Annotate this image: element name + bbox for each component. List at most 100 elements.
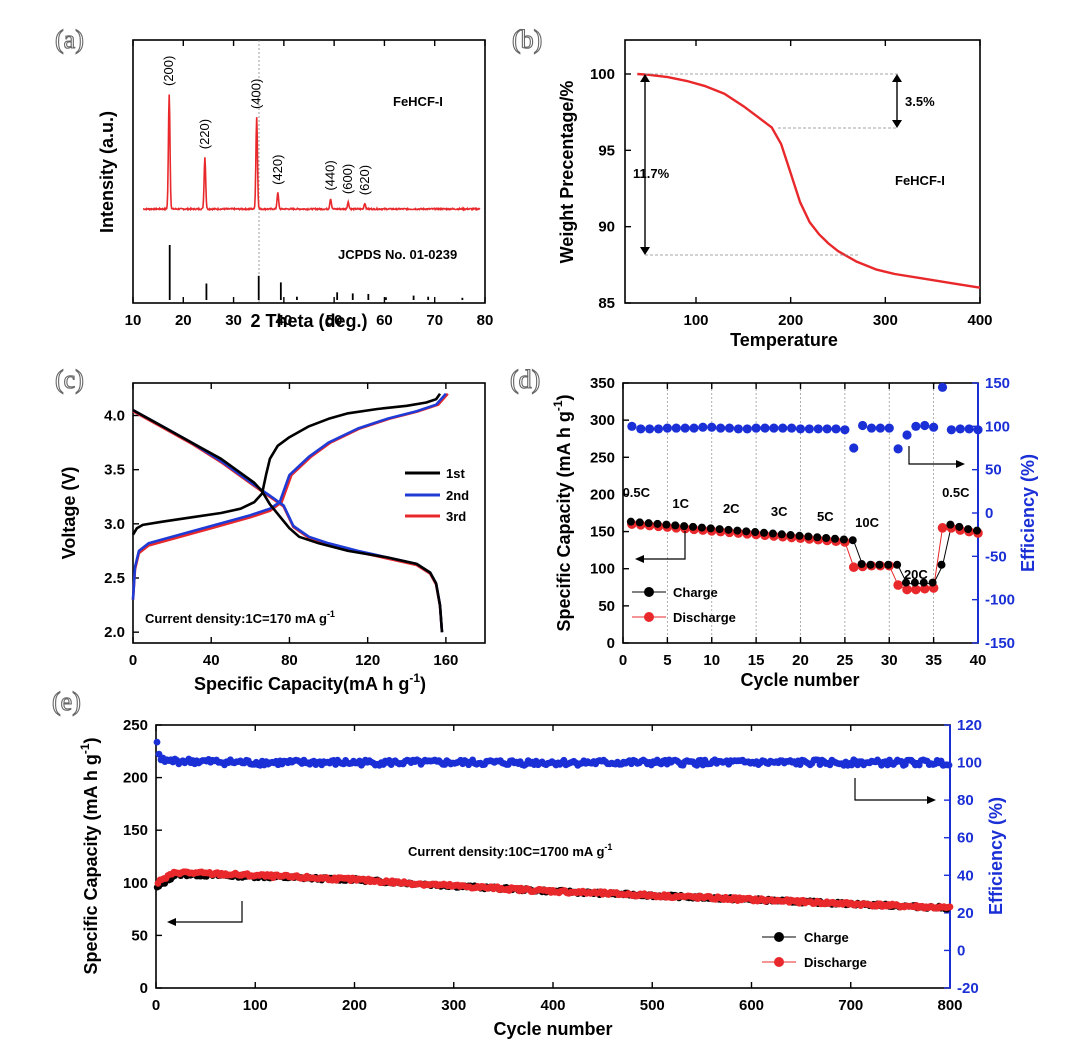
panel-d-xtick-label-30: 30 xyxy=(881,652,898,669)
charge-point-23 xyxy=(822,534,831,542)
panel-e-legend: Charge Discharge xyxy=(762,930,867,970)
panel-e-long-cycling: 0 100 200 300 400 500 600 700 800050100150200250… xyxy=(78,717,1006,1039)
panel-c-frame xyxy=(132,382,486,644)
rate-label-4: 5C xyxy=(817,509,834,524)
panel-d-ytick-label-150: 150 xyxy=(590,524,615,541)
charge-point-18 xyxy=(777,530,786,539)
efficiency-point-39 xyxy=(964,424,974,434)
panel-d-ytick-label-300: 300 xyxy=(590,412,615,429)
panel-e-x-label: Cycle number xyxy=(493,1019,612,1039)
voltage-curve-1st-discharge xyxy=(132,408,444,633)
panel-a-xtick-label-40: 40 xyxy=(276,312,293,329)
peak-label-620: (620) xyxy=(357,165,372,195)
panel-d-y-label-text: Specific Capacity (mA h g xyxy=(554,411,574,631)
peak-label-400: (400) xyxy=(249,79,264,109)
discharge-point-31 xyxy=(893,580,903,590)
panel-c-annotation-sup: -1 xyxy=(327,609,335,619)
panel-d-ytick-label-250: 250 xyxy=(590,449,615,466)
efficiency-point-20 xyxy=(795,424,806,434)
panel-b-ytick-label-85: 85 xyxy=(598,295,615,312)
panel-d-ytick-label-200: 200 xyxy=(590,486,615,503)
discharge-point-26 xyxy=(848,562,859,573)
panel-b-annotation-3-5: 3.5% xyxy=(905,94,935,109)
panel-c-ytick-label-2.5: 2.5 xyxy=(104,570,125,587)
panel-e-ytick-label-150: 150 xyxy=(123,822,148,839)
efficiency-point-36 xyxy=(937,382,948,392)
panel-e-y-label-end: ) xyxy=(81,737,101,743)
efficiency-point-29 xyxy=(875,423,885,433)
charge-point-9 xyxy=(697,523,706,532)
legend-2nd-label: 2nd xyxy=(446,488,469,503)
efficiency-point-17 xyxy=(769,423,779,433)
panel-e-xtick-label-400: 400 xyxy=(540,997,565,1014)
legend-charge-marker xyxy=(774,932,784,942)
charge-point-38 xyxy=(955,522,964,531)
panel-e-xtick-label-0: 0 xyxy=(152,997,160,1014)
panel-d-ytick-label-50: 50 xyxy=(598,598,615,615)
charge-point-22 xyxy=(813,533,822,542)
panel-c-x-label: Specific Capacity(mA h g-1) xyxy=(194,671,426,694)
charge-point-1 xyxy=(626,517,635,526)
efficiency-point-21 xyxy=(804,424,814,434)
charge-point-29 xyxy=(875,560,884,569)
panel-d-right-ytick-label-0: 0 xyxy=(985,505,993,522)
panel-c-ytick-label-3.5: 3.5 xyxy=(104,462,125,479)
legend-discharge-label: Discharge xyxy=(804,955,867,970)
charge-point-21 xyxy=(804,532,813,541)
panel-label-a: (a) xyxy=(55,25,84,54)
panel-e-ytick-label-200: 200 xyxy=(123,770,148,787)
panel-c-xtick-label-120: 120 xyxy=(355,652,380,669)
rate-label-6: 20C xyxy=(904,567,928,582)
efficiency-point-12 xyxy=(724,423,735,433)
discharge-point-33 xyxy=(911,584,921,595)
rate-label-7: 0.5C xyxy=(942,485,970,500)
panel-d-y-label: Specific Capacity (mA h g-1) xyxy=(551,394,574,631)
voltage-curve-3rd-discharge xyxy=(132,410,444,633)
efficiency-point-13 xyxy=(733,424,743,434)
panel-d-y2-label: Efficiency (%) xyxy=(1018,454,1038,572)
panel-c-x-label-end: ) xyxy=(420,674,426,694)
panel-c-y-label: Voltage (V) xyxy=(59,467,79,560)
panel-c-xtick-label-0: 0 xyxy=(129,652,137,669)
panel-e-y2-label: Efficiency (%) xyxy=(986,797,1006,915)
charge-point-4 xyxy=(653,519,662,528)
charge-point-8 xyxy=(689,522,697,531)
legend-discharge-label: Discharge xyxy=(673,610,736,625)
panel-b-frame xyxy=(624,39,981,304)
xrd-pattern-line xyxy=(142,94,481,212)
charge-point-3 xyxy=(644,519,653,528)
efficiency-point-9 xyxy=(698,422,708,432)
panel-d-xtick-label-35: 35 xyxy=(925,652,942,669)
charge-point-26 xyxy=(848,536,857,545)
panel-e-right-ytick-label-0: 0 xyxy=(957,942,965,959)
panel-a-x-label: 2 Theta (deg.) xyxy=(250,311,367,331)
panel-d-xtick-label-10: 10 xyxy=(703,652,720,669)
efficiency-point-5 xyxy=(662,423,672,433)
panel-b-y-label: Weight Precentage/% xyxy=(557,81,577,264)
panel-c-xtick-label-160: 160 xyxy=(433,652,458,669)
panel-c-xtick-label-80: 80 xyxy=(281,652,298,669)
panel-d-right-ytick-label-100: 100 xyxy=(985,418,1010,435)
efficiency-point-10 xyxy=(707,422,717,432)
efficiency-point-14 xyxy=(742,424,752,434)
panel-e-y-label: Specific Capacity (mA h g-1) xyxy=(78,737,101,974)
charge-point-37 xyxy=(946,520,955,529)
efficiency-point-2 xyxy=(636,424,646,434)
discharge-point xyxy=(946,903,954,911)
charge-point-24 xyxy=(831,534,839,543)
efficiency-point-18 xyxy=(778,423,788,433)
efficiency-point-35 xyxy=(929,422,939,432)
panel-c-legend: 1st 2nd 3rd xyxy=(405,466,469,524)
charge-point-5 xyxy=(662,520,671,529)
panel-a-sample-label: FeHCF-I xyxy=(393,94,443,109)
panel-e-xtick-label-700: 700 xyxy=(838,997,863,1014)
panel-a-xtick-label-30: 30 xyxy=(225,312,242,329)
panel-e-xtick-label-100: 100 xyxy=(243,997,268,1014)
charge-point-6 xyxy=(671,521,680,530)
panel-e-right-ytick-label-120: 120 xyxy=(957,717,982,734)
panel-a-xrd: 10 20 30 40 50 60 70 80 (200) (220) (400) (420) (44… xyxy=(97,39,493,331)
charge-point-40 xyxy=(973,526,981,535)
charge-point-11 xyxy=(715,525,724,534)
charge-point-39 xyxy=(964,525,973,534)
panel-e-annotation-text: Current density:10C=1700 mA g xyxy=(408,844,604,859)
